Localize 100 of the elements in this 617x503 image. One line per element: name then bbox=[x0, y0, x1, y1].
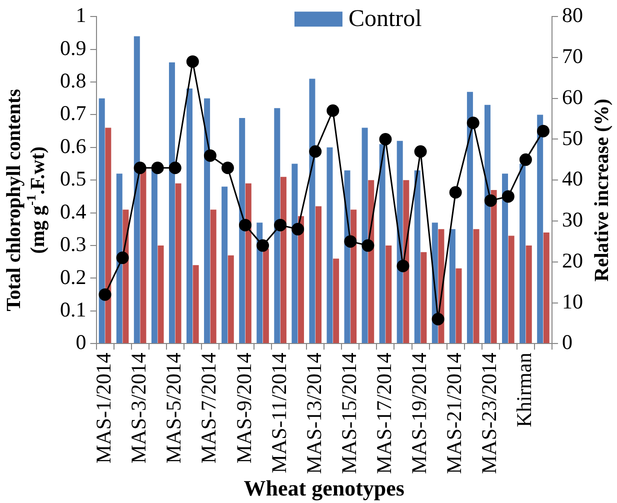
bar bbox=[239, 118, 246, 344]
x-tick-label: Khirman bbox=[512, 352, 536, 428]
x-tick-label: MAS-9/2014 bbox=[232, 352, 256, 464]
point bbox=[309, 145, 322, 158]
point bbox=[519, 153, 532, 166]
point bbox=[414, 145, 427, 158]
y2-tick-label: 30 bbox=[562, 208, 583, 232]
bar bbox=[526, 246, 532, 344]
bar bbox=[151, 167, 158, 344]
point bbox=[484, 194, 497, 207]
bar bbox=[543, 232, 550, 344]
bar bbox=[168, 62, 175, 344]
bar bbox=[309, 78, 316, 344]
legend-label: Control bbox=[348, 6, 422, 32]
x-tick-label: MAS-11/2014 bbox=[266, 352, 291, 474]
y2-tick-label: 40 bbox=[562, 166, 583, 191]
bar bbox=[456, 268, 462, 344]
y-tick-label: 0.7 bbox=[60, 101, 86, 126]
bar bbox=[449, 229, 456, 344]
y2-tick-label: 10 bbox=[562, 289, 583, 314]
bar bbox=[537, 114, 544, 344]
point bbox=[449, 186, 462, 199]
bar bbox=[350, 210, 357, 344]
y-tick-label: 1 bbox=[76, 3, 86, 28]
point bbox=[432, 312, 444, 326]
bar bbox=[520, 164, 526, 344]
bar bbox=[222, 186, 228, 344]
point bbox=[256, 239, 270, 252]
y2-tick-label: 70 bbox=[562, 44, 583, 68]
bar bbox=[484, 104, 490, 344]
y2-tick-label: 60 bbox=[562, 84, 583, 109]
bar bbox=[316, 206, 322, 344]
x-tick-label: MAS-1/2014 bbox=[92, 352, 116, 464]
point bbox=[466, 116, 480, 130]
bar bbox=[262, 248, 269, 344]
point bbox=[168, 162, 182, 174]
y-tick-label: 0 bbox=[76, 330, 86, 354]
bar bbox=[333, 258, 340, 344]
y-tick-label: 0.4 bbox=[60, 199, 87, 224]
y-tick-label: 0.2 bbox=[60, 264, 86, 289]
y-tick-label: 0.8 bbox=[60, 68, 86, 93]
x-axis-title: Wheat genotypes bbox=[244, 476, 405, 501]
bar bbox=[116, 174, 122, 344]
bar bbox=[414, 170, 420, 344]
y-tick-label: 0.6 bbox=[60, 134, 86, 158]
y-tick-label: 0.3 bbox=[60, 232, 86, 256]
x-tick-label: MAS-21/2014 bbox=[442, 352, 466, 474]
y2-tick-label: 50 bbox=[562, 126, 583, 150]
point bbox=[326, 104, 340, 117]
point bbox=[151, 162, 164, 174]
x-tick-label: MAS-15/2014 bbox=[336, 352, 361, 474]
bar bbox=[298, 216, 304, 344]
y2-tick-label: 80 bbox=[562, 3, 583, 28]
bar bbox=[210, 210, 216, 344]
bar bbox=[98, 98, 105, 344]
point bbox=[221, 162, 234, 174]
bar bbox=[379, 144, 386, 344]
bar bbox=[228, 255, 234, 344]
bar bbox=[490, 190, 497, 344]
x-tick-label: MAS-17/2014 bbox=[372, 352, 396, 474]
point bbox=[116, 252, 129, 264]
x-tick-label: MAS-13/2014 bbox=[302, 352, 326, 474]
bar bbox=[420, 252, 427, 344]
y2-tick-label: 0 bbox=[562, 330, 572, 354]
bar bbox=[280, 176, 286, 344]
bar bbox=[508, 236, 514, 344]
y-tick-label: 0.1 bbox=[60, 297, 86, 322]
bar bbox=[292, 164, 298, 344]
bar bbox=[192, 265, 199, 344]
x-tick-label: MAS-23/2014 bbox=[477, 352, 502, 474]
bar bbox=[204, 98, 210, 344]
bar bbox=[362, 128, 368, 344]
bar bbox=[256, 222, 263, 344]
y-tick-label: 0.5 bbox=[60, 166, 86, 191]
x-tick-label: MAS-19/2014 bbox=[407, 352, 432, 474]
point bbox=[379, 132, 392, 146]
bar bbox=[175, 183, 182, 344]
point bbox=[98, 288, 112, 301]
bar bbox=[326, 147, 333, 344]
point bbox=[362, 239, 374, 252]
x-tick-label: MAS-7/2014 bbox=[196, 352, 221, 464]
point bbox=[186, 55, 199, 68]
bar bbox=[396, 140, 403, 344]
point bbox=[396, 260, 410, 272]
point bbox=[292, 222, 304, 236]
bar bbox=[158, 246, 164, 344]
point bbox=[204, 149, 216, 162]
y2-axis-title: Relative increase (%) bbox=[591, 98, 614, 282]
x-tick-label: MAS-5/2014 bbox=[162, 352, 186, 464]
point bbox=[238, 218, 252, 232]
bar bbox=[186, 88, 192, 344]
bar bbox=[245, 183, 252, 344]
point bbox=[536, 124, 550, 138]
point bbox=[344, 235, 357, 248]
bar bbox=[466, 92, 473, 344]
y-tick-label: 0.9 bbox=[60, 36, 86, 60]
bar bbox=[134, 36, 140, 344]
y2-tick-label: 20 bbox=[562, 248, 583, 272]
point bbox=[274, 218, 287, 232]
bar bbox=[386, 246, 392, 344]
